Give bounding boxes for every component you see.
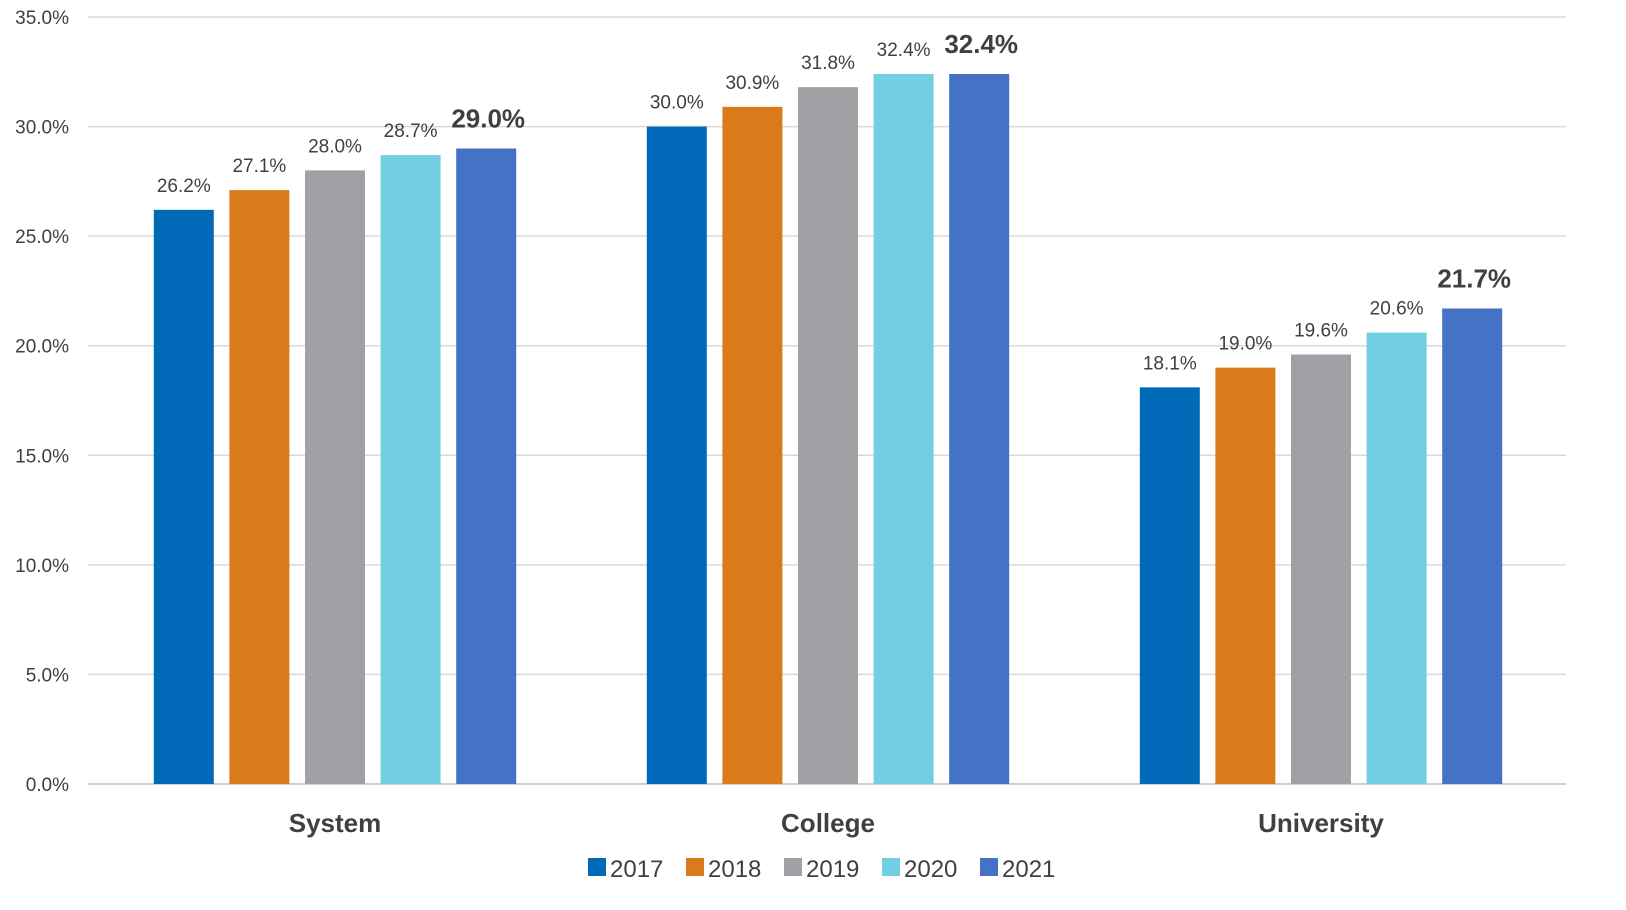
data-label: 30.0% — [650, 93, 704, 114]
legend-label: 2017 — [610, 856, 663, 883]
bar-university-2020 — [1366, 332, 1427, 784]
y-tick-label: 20.0% — [15, 337, 69, 358]
bar-university-2021 — [1442, 308, 1503, 784]
data-label: 28.7% — [384, 121, 438, 142]
data-label: 30.9% — [725, 73, 779, 94]
bar-university-2017 — [1139, 387, 1200, 784]
y-tick-label: 0.0% — [26, 775, 69, 796]
data-label: 19.6% — [1294, 320, 1348, 341]
bar-university-2018 — [1215, 367, 1276, 784]
legend-label: 2021 — [1002, 856, 1055, 883]
bar-college-2018 — [722, 106, 783, 784]
y-tick-label: 15.0% — [15, 446, 69, 467]
bar-college-2017 — [646, 126, 707, 785]
data-label: 31.8% — [801, 53, 855, 74]
legend-swatch-2018 — [686, 858, 704, 876]
y-tick-label: 25.0% — [15, 227, 69, 248]
bar-system-2021 — [456, 148, 517, 784]
legend-label: 2020 — [904, 856, 957, 883]
bar-system-2017 — [153, 209, 214, 785]
data-label: 29.0% — [451, 103, 525, 133]
bar-college-2021 — [949, 73, 1010, 784]
data-label: 20.6% — [1370, 299, 1424, 320]
legend-swatch-2021 — [980, 858, 998, 876]
legend-label: 2019 — [806, 856, 859, 883]
data-label: 19.0% — [1218, 334, 1272, 355]
category-label: College — [781, 808, 875, 838]
data-labels: 26.2% 27.1% 28.0% 28.7% 29.0% 30.0% 30.9% 31.8%… — [157, 29, 1511, 374]
bar-college-2019 — [798, 87, 858, 784]
data-label: 26.2% — [157, 176, 211, 197]
bar-system-2018 — [229, 190, 290, 784]
bar-system-2020 — [380, 155, 441, 784]
category-label: System — [289, 808, 382, 838]
y-axis-ticks: 0.0% 5.0% 10.0% 15.0% 20.0% 25.0% 30.0% 35.0% — [15, 8, 69, 796]
data-label: 18.1% — [1143, 353, 1197, 374]
legend: 2017 2018 2019 2020 2021 — [588, 856, 1055, 883]
legend-swatch-2020 — [882, 858, 900, 876]
category-label: University — [1258, 808, 1384, 838]
bar-system-2019 — [305, 170, 365, 784]
y-tick-label: 10.0% — [15, 556, 69, 577]
legend-swatch-2017 — [588, 858, 606, 876]
x-axis-categories: System College University — [289, 808, 1385, 838]
data-label: 32.4% — [944, 29, 1018, 59]
y-tick-label: 5.0% — [26, 665, 69, 686]
y-tick-label: 30.0% — [15, 118, 69, 139]
bar-college-2020 — [873, 73, 934, 784]
legend-label: 2018 — [708, 856, 761, 883]
data-label: 27.1% — [232, 156, 286, 177]
data-label: 28.0% — [308, 136, 362, 157]
data-label: 32.4% — [877, 40, 931, 61]
legend-swatch-2019 — [784, 858, 802, 876]
bar-university-2019 — [1291, 354, 1351, 784]
data-label: 21.7% — [1437, 263, 1511, 293]
y-tick-label: 35.0% — [15, 8, 69, 29]
bars — [153, 73, 1503, 785]
